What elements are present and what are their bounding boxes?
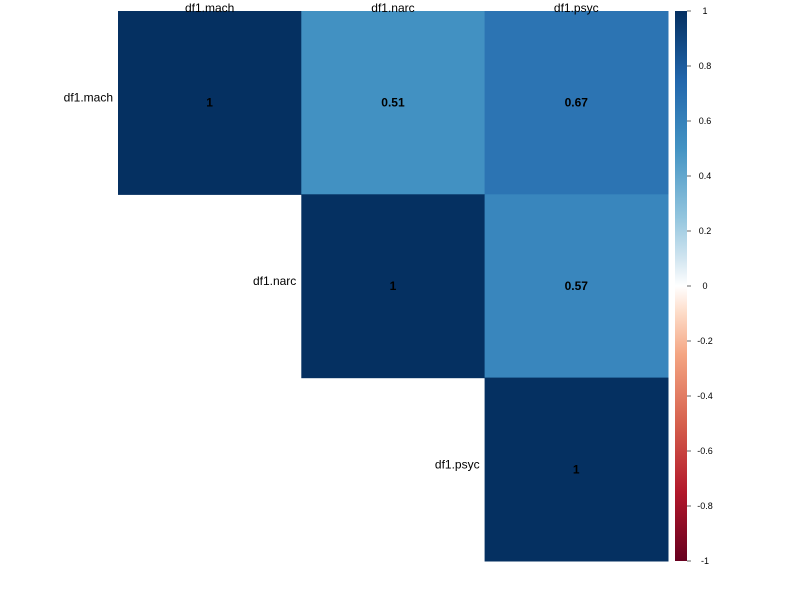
color-legend-tick-label: -0.2 [697, 336, 713, 346]
color-legend-tick-label: 1 [702, 6, 707, 16]
cell-value-df1.narc-df1.psyc: 0.57 [565, 279, 589, 293]
row-label-df1.psyc: df1.psyc [435, 457, 480, 471]
color-legend-bar [675, 11, 687, 561]
cell-value-df1.psyc-df1.psyc: 1 [573, 462, 580, 476]
color-legend-tick-label: -0.6 [697, 446, 713, 456]
column-label-df1.psyc: df1.psyc [554, 1, 599, 15]
row-labels: df1.mach df1.narc df1.psyc [64, 91, 480, 472]
color-legend-tick-label: -0.4 [697, 391, 713, 401]
color-legend-tick-label: 0.6 [699, 116, 712, 126]
cell-value-df1.mach-df1.narc: 0.51 [381, 96, 405, 110]
cell-value-df1.narc-df1.narc: 1 [390, 279, 397, 293]
color-legend-tick-label: 0.4 [699, 171, 712, 181]
heatmap-cells [118, 11, 669, 562]
color-legend: 1 0.8 0.6 0.4 0.2 0 -0.2 -0.4 -0.6 -0.8 -1 [675, 6, 713, 566]
color-legend-tick-label: -1 [701, 556, 709, 566]
column-labels: df1.mach df1.narc df1.psyc [185, 1, 599, 15]
heatmap-cell-df1.mach-df1.mach [118, 11, 302, 195]
heatmap-cell-df1.narc-df1.psyc [484, 194, 669, 379]
cell-values: 1 0.51 0.67 1 0.57 1 [206, 96, 588, 477]
color-legend-ticks: 1 0.8 0.6 0.4 0.2 0 -0.2 -0.4 -0.6 -0.8 -1 [687, 6, 713, 566]
column-label-df1.mach: df1.mach [185, 1, 234, 15]
row-label-df1.mach: df1.mach [64, 91, 113, 105]
cell-value-df1.mach-df1.mach: 1 [206, 96, 213, 110]
color-legend-tick-label: -0.8 [697, 501, 713, 511]
row-label-df1.narc: df1.narc [253, 274, 296, 288]
color-legend-tick-label: 0.8 [699, 61, 712, 71]
color-legend-tick-label: 0.2 [699, 226, 712, 236]
heatmap-cell-df1.narc-df1.narc [301, 194, 486, 379]
column-label-df1.narc: df1.narc [371, 1, 414, 15]
cell-value-df1.mach-df1.psyc: 0.67 [565, 96, 589, 110]
heatmap-cell-df1.mach-df1.narc [301, 11, 486, 195]
heatmap-cell-df1.psyc-df1.psyc [484, 377, 669, 562]
heatmap-cell-df1.mach-df1.psyc [484, 11, 669, 195]
color-legend-tick-label: 0 [702, 281, 707, 291]
